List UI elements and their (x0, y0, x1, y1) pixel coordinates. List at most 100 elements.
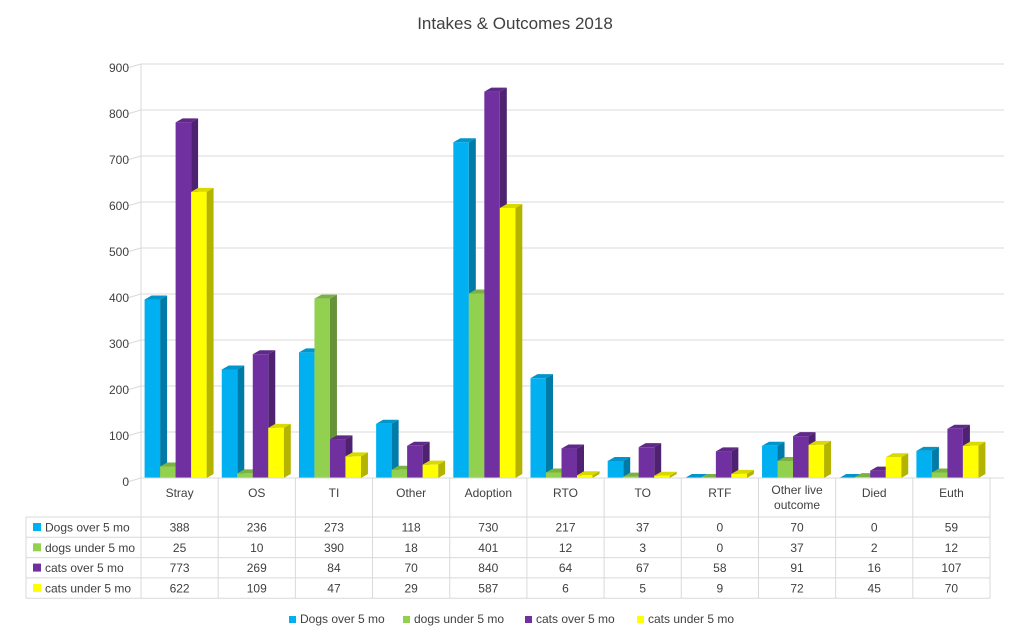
category-label: Died (862, 486, 887, 500)
table-cell-value: 37 (636, 521, 650, 535)
table-cell-value: 70 (790, 521, 804, 535)
table-cell-value: 91 (790, 561, 804, 575)
bar (962, 441, 986, 478)
legend-label: dogs under 5 mo (414, 612, 504, 626)
table-cell-value: 269 (247, 561, 267, 575)
bar (530, 374, 553, 478)
legend-item: cats under 5 mo (637, 612, 734, 626)
table-cell-value: 587 (478, 581, 498, 595)
table-cell-value: 84 (327, 561, 341, 575)
table-cell-value: 10 (250, 541, 264, 555)
y-tick-label: 900 (109, 61, 129, 75)
table-legend-key (33, 563, 41, 572)
table-legend-key (33, 583, 41, 592)
bar (221, 365, 245, 478)
bar (561, 444, 584, 478)
table-cell-value: 47 (327, 581, 341, 595)
table-legend-key (33, 543, 41, 552)
table-legend-key (33, 523, 41, 531)
y-tick-label: 400 (109, 291, 129, 305)
gridline-side (126, 385, 142, 391)
table-cell-value: 273 (324, 521, 344, 535)
table-cell-value: 217 (555, 521, 575, 535)
table-series-label: cats under 5 mo (45, 581, 131, 595)
y-tick-label: 100 (109, 429, 129, 443)
bar (144, 295, 168, 478)
bar (654, 471, 677, 478)
table-series-label: dogs under 5 mo (45, 541, 135, 555)
bar (268, 423, 291, 478)
table-cell-value: 59 (945, 521, 959, 535)
bar (345, 452, 368, 478)
gridline-side (126, 477, 142, 483)
table-cell-value: 12 (945, 541, 959, 555)
table-cell-value: 9 (717, 581, 724, 595)
bar (731, 469, 754, 478)
bar (422, 460, 446, 478)
table-cell-value: 236 (247, 521, 267, 535)
table-cell-value: 0 (717, 521, 724, 535)
category-label: Stray (166, 486, 194, 500)
y-tick-label: 200 (109, 383, 129, 397)
gridline-side (126, 109, 142, 115)
y-tick-label: 0 (122, 475, 129, 489)
chart-title: Intakes & Outcomes 2018 (417, 14, 613, 33)
gridline-side (126, 431, 142, 437)
bar (314, 294, 337, 478)
y-tick-label: 800 (109, 107, 129, 121)
table-cell-value: 390 (324, 541, 344, 555)
category-label: TO (634, 486, 650, 500)
table-cell-value: 67 (636, 561, 650, 575)
table-cell-value: 16 (868, 561, 882, 575)
table-cell-value: 773 (170, 561, 190, 575)
table-cell-value: 730 (478, 521, 498, 535)
gridline-side (126, 63, 142, 69)
table-cell-value: 3 (639, 541, 646, 555)
legend: Dogs over 5 mo dogs under 5 mo cats over 5… (289, 612, 734, 626)
table-cell-value: 118 (402, 521, 421, 535)
table-cell-value: 2 (871, 541, 878, 555)
category-label: Euth (939, 486, 964, 500)
gridline-side (126, 247, 142, 253)
bar (607, 456, 631, 478)
legend-item: dogs under 5 mo (403, 612, 504, 626)
y-tick-label: 500 (109, 245, 129, 259)
bar (808, 440, 832, 478)
legend-key (525, 616, 532, 623)
table-cell-value: 388 (170, 521, 190, 535)
table-series-label: cats over 5 mo (45, 561, 124, 575)
legend-key (289, 616, 296, 623)
y-tick-label: 300 (109, 337, 129, 351)
bar (499, 203, 523, 479)
bar (638, 443, 662, 478)
category-label: Other (396, 486, 426, 500)
table-cell-value: 25 (173, 541, 187, 555)
legend-item: Dogs over 5 mo (289, 612, 385, 626)
bars (144, 87, 986, 479)
bar (376, 419, 399, 478)
category-label: RTF (708, 486, 731, 500)
legend-label: Dogs over 5 mo (300, 612, 385, 626)
y-axis: 0 100 200 300 400 500 600 700 800 900 (109, 61, 129, 489)
table-cell-value: 64 (559, 561, 573, 575)
table-cell-value: 0 (871, 521, 878, 535)
table-cell-value: 58 (713, 561, 727, 575)
y-tick-label: 600 (109, 199, 129, 213)
category-label: TI (329, 486, 340, 500)
table-cell-value: 18 (404, 541, 418, 555)
table-cell-value: 109 (247, 581, 267, 595)
bar (715, 447, 739, 478)
table-cell-value: 70 (404, 561, 418, 575)
bar (191, 187, 214, 478)
gridline-side (126, 339, 142, 345)
legend-key (637, 616, 644, 623)
gridline-side (126, 155, 142, 161)
table-cell-value: 5 (639, 581, 646, 595)
table-cell-value: 6 (562, 581, 569, 595)
category-label: Adoption (465, 486, 512, 500)
gridlines (126, 63, 1004, 483)
bar (885, 453, 909, 478)
table-cell-value: 70 (945, 581, 959, 595)
bar (577, 471, 600, 478)
